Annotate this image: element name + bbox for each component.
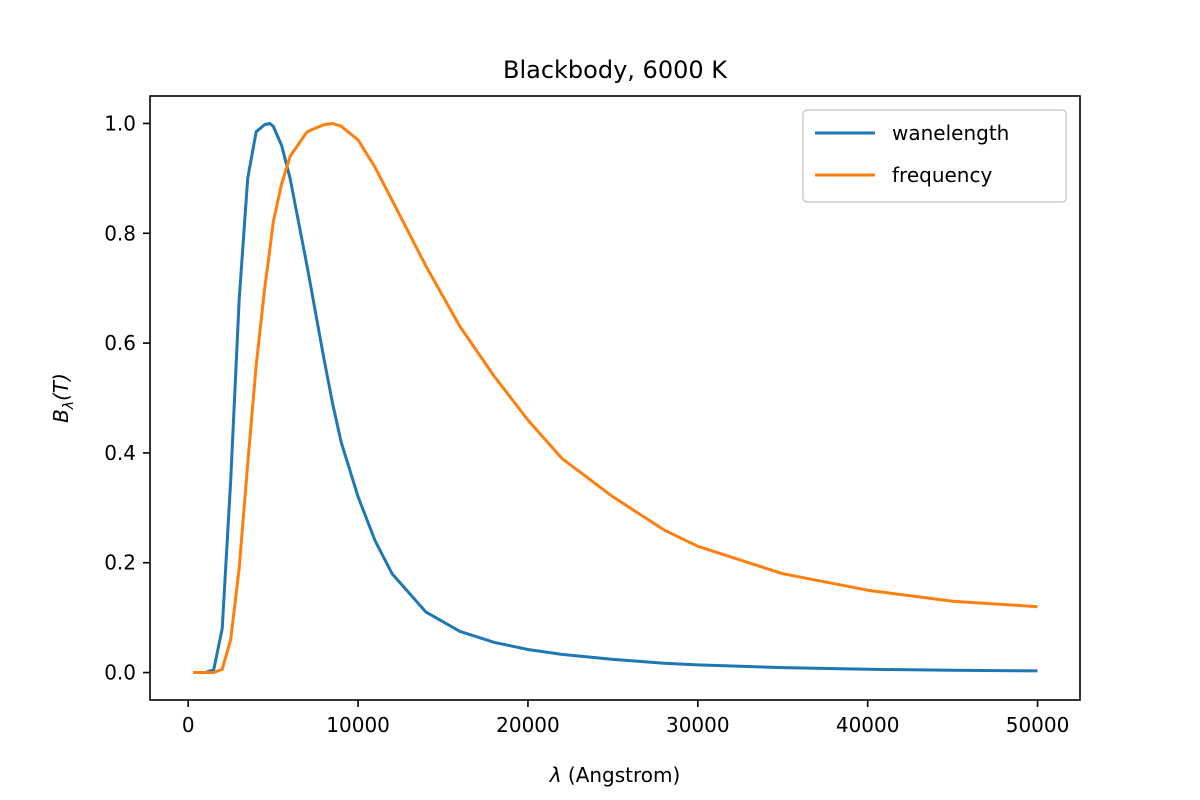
chart-title: Blackbody, 6000 K <box>503 56 728 84</box>
series-line-wanelength <box>193 122 1038 674</box>
y-axis-label-rest: (T) <box>49 373 73 401</box>
y-tick-label: 1.0 <box>104 111 136 135</box>
y-axis-label-main: B <box>49 409 73 423</box>
x-tick-label: 0 <box>182 713 195 737</box>
plot-series-group <box>193 122 1038 674</box>
x-tick-label: 40000 <box>836 713 900 737</box>
y-axis-label-subscript: λ <box>61 401 77 410</box>
legend-label-wanelength: wanelength <box>892 121 1009 145</box>
x-tick-label: 10000 <box>326 713 390 737</box>
series-line-frequency <box>193 122 1038 674</box>
x-tick-label: 20000 <box>496 713 560 737</box>
x-axis-ticks: 0 10000 20000 30000 40000 50000 <box>182 700 1069 737</box>
x-tick-label: 30000 <box>666 713 730 737</box>
x-axis-label-text: (Angstrom) <box>562 763 681 787</box>
plot-frame <box>149 95 1081 701</box>
x-axis-label: λ (Angstrom) <box>549 763 681 787</box>
y-tick-label: 0.8 <box>104 221 136 245</box>
y-tick-label: 0.4 <box>104 441 136 465</box>
y-tick-label: 0.2 <box>104 551 136 575</box>
legend-label-frequency: frequency <box>892 163 992 187</box>
y-tick-label: 0.6 <box>104 331 136 355</box>
x-tick-label: 50000 <box>1006 713 1070 737</box>
y-axis-label: Bλ(T) <box>49 373 77 423</box>
y-tick-label: 0.0 <box>104 661 136 685</box>
y-axis-ticks: 0.0 0.2 0.4 0.6 0.8 1.0 <box>104 111 150 685</box>
legend: wanelength frequency <box>802 109 1067 203</box>
x-axis-label-symbol: λ <box>549 763 562 787</box>
